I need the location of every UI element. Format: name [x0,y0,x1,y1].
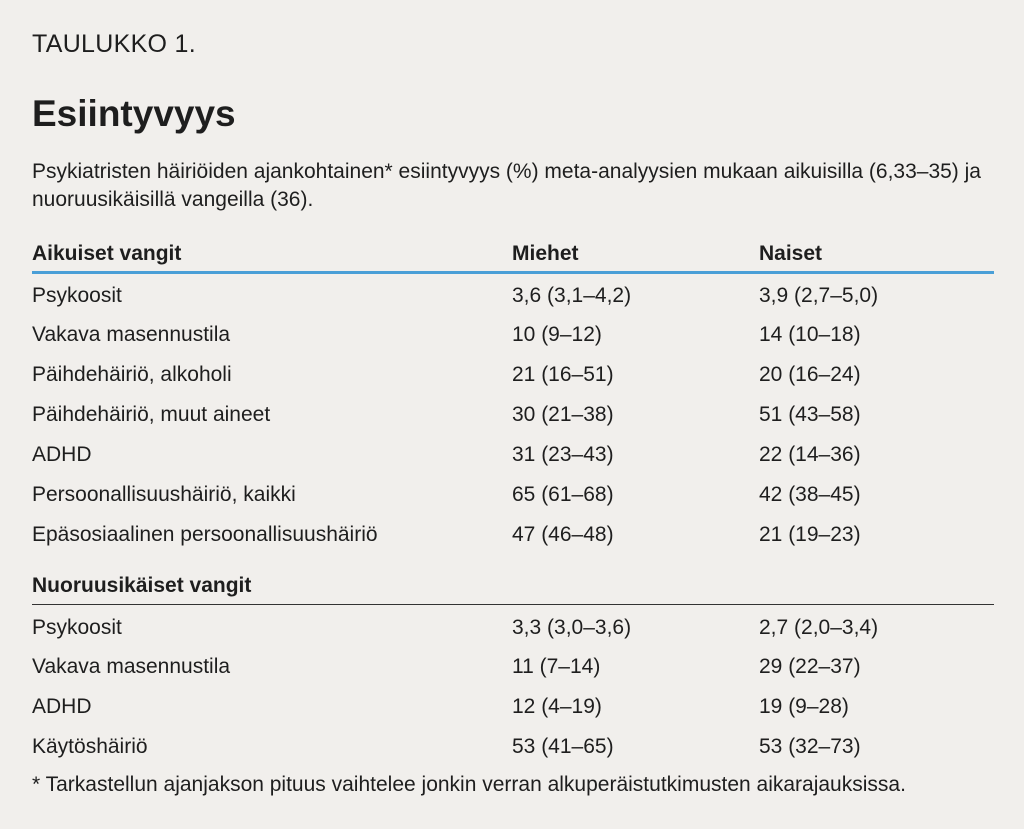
men-value: 3,3 (3,0–3,6) [512,616,632,639]
row-label: Vakava masennustila [32,655,231,678]
table-row: Vakava masennustila 11 (7–14) 29 (22–37) [32,655,992,695]
row-label: Vakava masennustila [32,323,231,346]
column-header-men: Miehet [512,242,579,265]
page-title: Esiintyvyys [32,93,236,134]
men-value: 31 (23–43) [512,443,614,466]
table-label: TAULUKKO 1. [32,30,196,58]
women-value: 22 (14–36) [759,443,861,466]
women-value: 29 (22–37) [759,655,861,678]
row-label: ADHD [32,443,92,466]
table-row: Psykoosit 3,3 (3,0–3,6) 2,7 (2,0–3,4) [32,616,992,656]
row-label: Päihdehäiriö, muut aineet [32,403,271,426]
men-value: 3,6 (3,1–4,2) [512,284,632,307]
men-value: 65 (61–68) [512,483,614,506]
table-row: Päihdehäiriö, alkoholi 21 (16–51) 20 (16… [32,363,992,403]
women-value: 14 (10–18) [759,323,861,346]
section-divider [32,604,994,605]
men-value: 30 (21–38) [512,403,614,426]
women-value: 19 (9–28) [759,695,849,718]
table-row: ADHD 12 (4–19) 19 (9–28) [32,695,992,735]
table-caption: Psykiatristen häiriöiden ajankohtainen* … [32,160,981,211]
youth-header-row: Nuoruusikäiset vangit [32,574,992,604]
table-row: Vakava masennustila 10 (9–12) 14 (10–18) [32,323,992,363]
men-value: 10 (9–12) [512,323,602,346]
row-label: Persoonallisuushäiriö, kaikki [32,483,296,506]
men-value: 47 (46–48) [512,523,614,546]
men-value: 21 (16–51) [512,363,614,386]
adults-section-heading: Aikuiset vangit [32,242,182,265]
table-row: Käytöshäiriö 53 (41–65) 53 (32–73) [32,735,992,775]
men-value: 12 (4–19) [512,695,602,718]
women-value: 21 (19–23) [759,523,861,546]
row-label: Käytöshäiriö [32,735,148,758]
women-value: 51 (43–58) [759,403,861,426]
table-row: Päihdehäiriö, muut aineet 30 (21–38) 51 … [32,403,992,443]
women-value: 20 (16–24) [759,363,861,386]
row-label: Päihdehäiriö, alkoholi [32,363,232,386]
row-label: ADHD [32,695,92,718]
women-value: 2,7 (2,0–3,4) [759,616,879,639]
header-rule [32,271,994,274]
row-label: Psykoosit [32,616,122,639]
men-value: 11 (7–14) [512,655,601,678]
table-row: Psykoosit 3,6 (3,1–4,2) 3,9 (2,7–5,0) [32,284,992,324]
table-row: Epäsosiaalinen persoonallisuushäiriö 47 … [32,523,992,563]
youth-section-heading: Nuoruusikäiset vangit [32,574,252,597]
column-header-women: Naiset [759,242,823,265]
women-value: 42 (38–45) [759,483,861,506]
footnote: * Tarkastellun ajanjakson pituus vaihtel… [32,773,906,796]
table-row: ADHD 31 (23–43) 22 (14–36) [32,443,992,483]
women-value: 53 (32–73) [759,735,861,758]
adults-header-row: Aikuiset vangit Miehet Naiset [32,242,992,272]
row-label: Psykoosit [32,284,122,307]
women-value: 3,9 (2,7–5,0) [759,284,879,307]
row-label: Epäsosiaalinen persoonallisuushäiriö [32,523,378,546]
men-value: 53 (41–65) [512,735,614,758]
table-row: Persoonallisuushäiriö, kaikki 65 (61–68)… [32,483,992,523]
